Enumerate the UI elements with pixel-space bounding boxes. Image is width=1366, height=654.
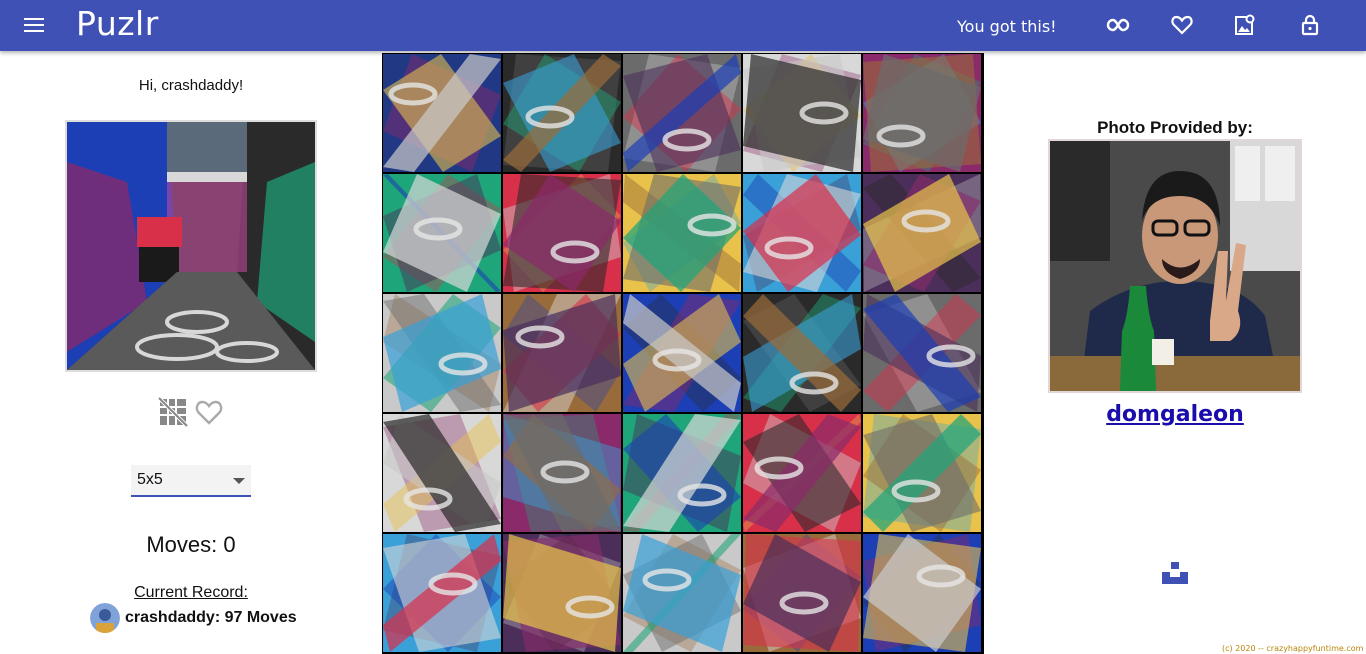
- puzzle-tile[interactable]: [383, 534, 501, 652]
- current-record-title: Current Record:: [134, 584, 248, 601]
- puzzle-tile[interactable]: [863, 414, 981, 532]
- puzzle-tile[interactable]: [503, 54, 621, 172]
- puzzle-tile[interactable]: [863, 294, 981, 412]
- heart-icon[interactable]: [1168, 11, 1196, 39]
- puzzle-tile[interactable]: [623, 294, 741, 412]
- puzzle-tile[interactable]: [743, 534, 861, 652]
- app-title[interactable]: Puzlr: [76, 4, 159, 43]
- grid-off-icon[interactable]: [157, 396, 189, 428]
- puzzle-tile[interactable]: [383, 54, 501, 172]
- puzzle-tile[interactable]: [623, 534, 741, 652]
- puzzle-tile[interactable]: [623, 414, 741, 532]
- footer-copyright: (c) 2020 -- crazyhappyfuntime.com: [1222, 644, 1364, 653]
- menu-icon[interactable]: [24, 15, 46, 35]
- motto-text: You got this!: [957, 17, 1057, 36]
- record-text: crashdaddy: 97 Moves: [125, 609, 297, 626]
- lock-icon[interactable]: [1296, 11, 1324, 39]
- puzzle-tile[interactable]: [623, 54, 741, 172]
- puzzle-tile[interactable]: [503, 174, 621, 292]
- avatar: [90, 603, 120, 633]
- grid-size-value: 5x5: [137, 471, 163, 488]
- puzzle-tile[interactable]: [383, 294, 501, 412]
- puzzle-tile[interactable]: [863, 534, 981, 652]
- favorite-heart-icon[interactable]: [193, 396, 225, 428]
- puzzle-tile[interactable]: [743, 174, 861, 292]
- puzzle-tile[interactable]: [863, 54, 981, 172]
- chevron-down-icon: [233, 478, 245, 484]
- puzzle-tile[interactable]: [743, 414, 861, 532]
- unsplash-logo-icon[interactable]: [1162, 562, 1188, 584]
- app-bar: Puzlr You got this!: [0, 0, 1366, 51]
- moves-counter: Moves: 0: [146, 532, 236, 557]
- infinity-icon[interactable]: [1104, 11, 1132, 39]
- puzzle-tile[interactable]: [503, 294, 621, 412]
- puzzle-tile[interactable]: [743, 54, 861, 172]
- puzzle-tile[interactable]: [503, 414, 621, 532]
- puzzle-board: [382, 53, 984, 654]
- credit-title: Photo Provided by:: [1097, 118, 1253, 137]
- photographer-photo: [1048, 139, 1302, 393]
- grid-size-select[interactable]: 5x5: [131, 465, 251, 497]
- puzzle-tile[interactable]: [743, 294, 861, 412]
- current-record: crashdaddy: 97 Moves: [90, 603, 297, 633]
- puzzle-tile[interactable]: [383, 414, 501, 532]
- gallery-icon[interactable]: [1231, 11, 1259, 39]
- puzzle-preview-image: [65, 120, 317, 372]
- puzzle-tile[interactable]: [503, 534, 621, 652]
- puzzle-tile[interactable]: [863, 174, 981, 292]
- puzzle-tile[interactable]: [623, 174, 741, 292]
- puzzle-tile[interactable]: [383, 174, 501, 292]
- greeting: Hi, crashdaddy!: [138, 77, 244, 94]
- photographer-link[interactable]: domgaleon: [1106, 402, 1244, 427]
